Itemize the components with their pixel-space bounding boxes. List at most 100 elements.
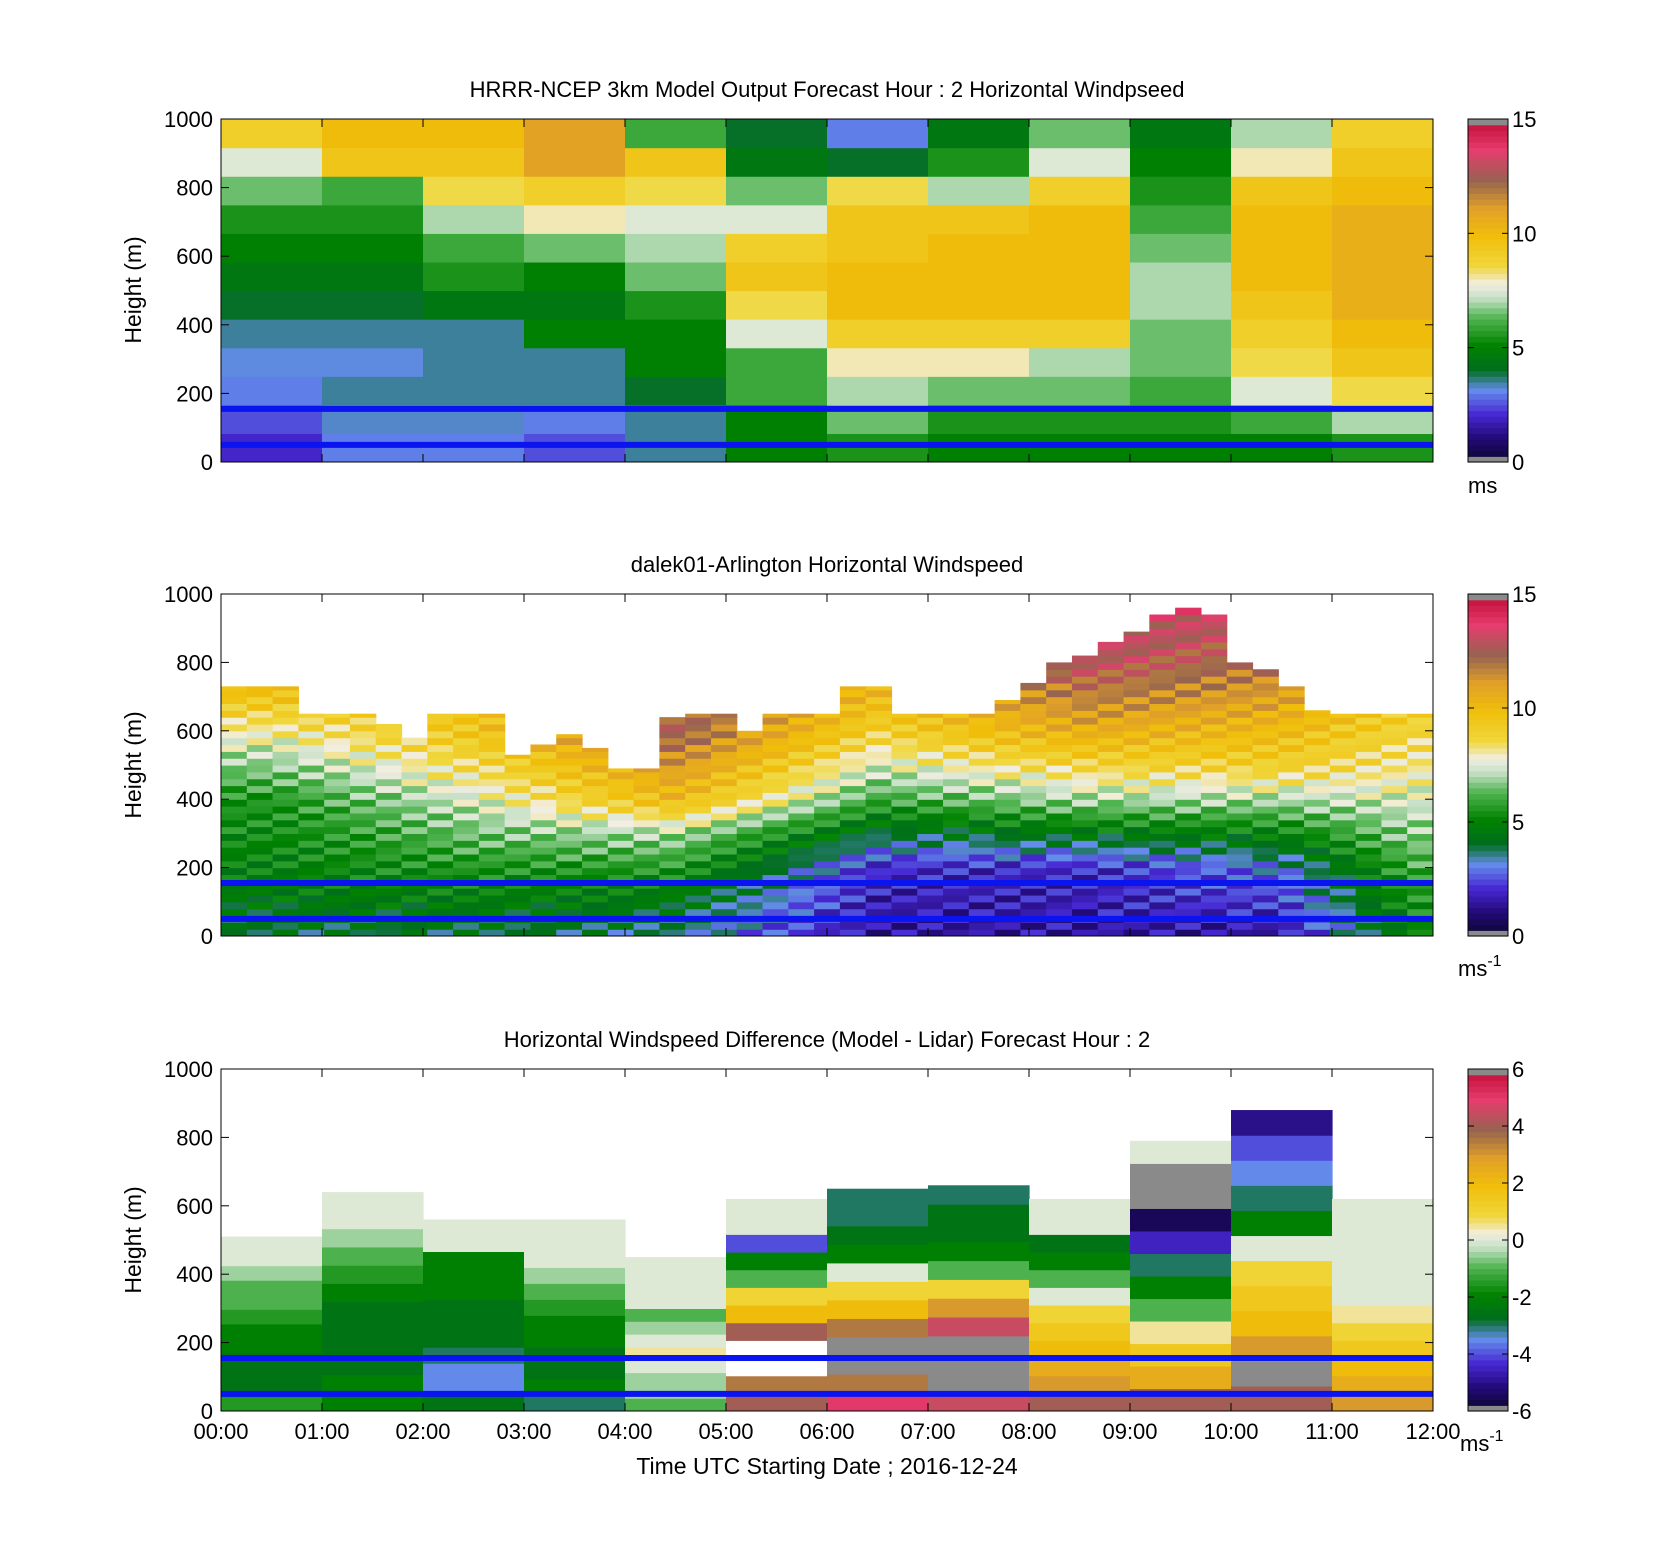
lidar-cell [1329,874,1357,882]
lidar-cell [1123,669,1150,677]
lidar-cell [685,840,712,848]
lidar-cell [1149,792,1176,800]
lidar-cell [814,799,841,807]
lidar-cell [349,744,377,752]
lidar-cell [504,894,532,903]
lidar-cell [685,751,712,759]
lidar-cell [1329,894,1357,903]
y-tick-label: 800 [176,1125,213,1150]
lidar-cell [1329,840,1357,848]
lidar-cell [504,853,532,862]
lidar-cell [1252,717,1279,725]
lidar-cell [1071,717,1099,725]
model-cell [928,290,1030,320]
lidar-cell [401,771,428,780]
difference-cell [1332,1375,1433,1394]
difference-cell [322,1283,424,1303]
lidar-cell [710,874,738,882]
lidar-cell [685,847,712,855]
lidar-cell [659,840,686,848]
lidar-cell [1123,812,1150,821]
lidar-cell [994,758,1022,766]
lidar-cell [788,806,815,814]
lidar-cell [504,929,532,936]
lidar-cell [427,901,454,910]
lidar-cell [556,734,583,739]
lidar-cell [865,771,893,780]
model-cell [423,233,525,263]
colorbar-segment [1468,1297,1508,1304]
lidar-cell [272,703,299,711]
colorbar-segment [1468,639,1508,646]
colorbar-segment [1468,1268,1508,1275]
lidar-cell [659,901,686,910]
lidar-cell [1381,737,1408,746]
colorbar-segment [1468,844,1508,852]
lidar-cell [968,744,996,752]
lidar-cell [1278,710,1305,718]
lidar-cell [556,922,583,930]
colorbar-segment [1468,393,1508,400]
lidar-cell [1329,792,1357,800]
difference-cell [625,1282,727,1297]
lidar-cell [556,888,583,896]
difference-cell [827,1392,929,1411]
lidar-cell [1252,908,1279,917]
lidar-cell [401,908,428,917]
colorbar-segment [1468,599,1508,606]
difference-cell [827,1281,929,1301]
lidar-cell [1355,819,1383,828]
lidar-cell [917,888,944,896]
lidar-cell [839,812,867,821]
lidar-cell [1175,860,1202,869]
difference-cell [726,1216,828,1235]
lidar-cell [1046,929,1073,936]
panel-model-xticks [220,119,1434,462]
lidar-cell [736,778,764,787]
lidar-cell [994,785,1022,793]
lidar-cell [1020,682,1047,691]
lidar-cell [1097,730,1125,739]
lidar-cell [1046,730,1073,739]
lidar-cell [994,792,1022,800]
lidar-cell [762,853,789,862]
lidar-cell [349,778,377,787]
lidar-cell [710,826,738,834]
lidar-cell [453,833,480,841]
lidar-cell [633,922,660,930]
lidar-cell [272,853,299,862]
difference-cell [1029,1322,1131,1341]
colorbar-segment [1468,1165,1508,1173]
lidar-cell [1123,826,1150,834]
colorbar-segment [1468,1069,1508,1076]
colorbar-segment [1468,651,1508,658]
lidar-cell [1329,929,1357,936]
lidar-cell [1020,847,1047,855]
lidar-cell [221,922,248,930]
model-cell [928,176,1030,206]
difference-cell [827,1244,929,1264]
colorbar-tick-label: 4 [1512,1114,1524,1139]
lidar-cell [994,840,1022,848]
lidar-cell [1149,662,1176,670]
lidar-cell [1097,710,1125,718]
lidar-cell [1252,676,1279,684]
lidar-cell [1020,689,1047,698]
lidar-cell [246,847,274,855]
lidar-cell [1304,929,1331,936]
lidar-cell [1175,888,1202,896]
lidar-cell [324,778,351,787]
lidar-cell [865,686,893,691]
lidar-cell [1278,744,1305,752]
lidar-cell [1407,888,1433,896]
colorbar-segment [1468,822,1508,829]
lidar-cell [1123,710,1150,718]
lidar-cell [246,723,274,732]
lidar-cell [1226,703,1254,711]
difference-cell [1029,1198,1131,1218]
lidar-cell [324,799,351,807]
lidar-cell [298,717,325,725]
colorbar-segment [1468,690,1508,698]
lidar-cell [1304,888,1331,896]
lidar-cell [1252,860,1279,869]
